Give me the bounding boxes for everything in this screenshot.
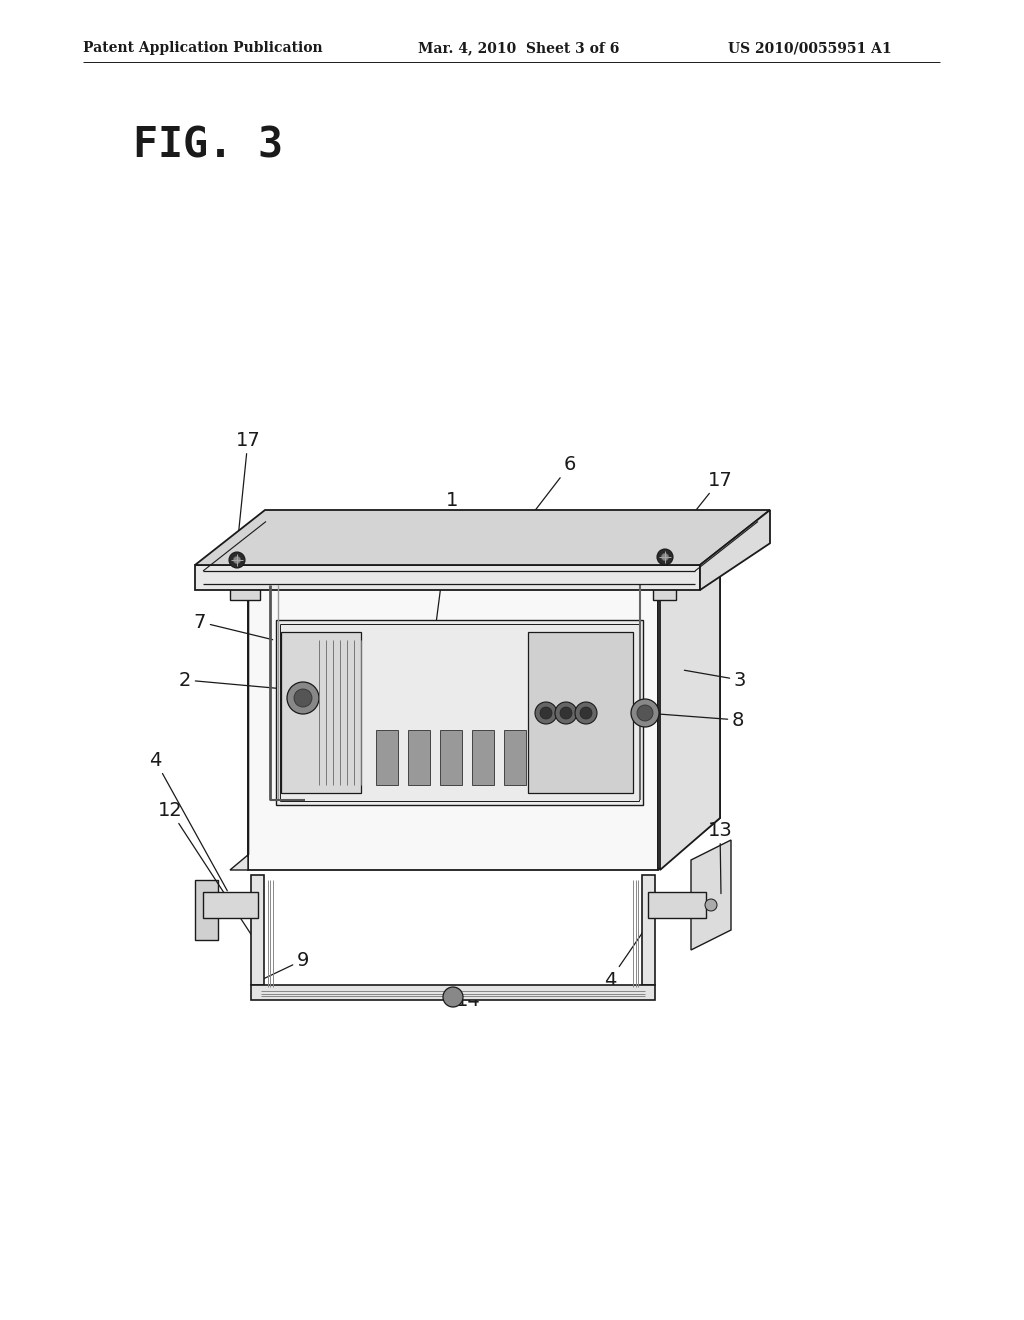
Circle shape: [229, 552, 245, 568]
Circle shape: [662, 553, 669, 561]
Polygon shape: [276, 620, 643, 805]
Polygon shape: [653, 572, 676, 601]
Circle shape: [657, 549, 673, 565]
Circle shape: [555, 702, 577, 723]
Polygon shape: [408, 730, 430, 785]
Polygon shape: [700, 510, 770, 590]
Polygon shape: [658, 528, 720, 870]
Polygon shape: [203, 892, 258, 917]
Polygon shape: [195, 880, 218, 940]
Circle shape: [580, 708, 592, 719]
Polygon shape: [528, 632, 633, 793]
Circle shape: [560, 708, 572, 719]
Polygon shape: [195, 565, 700, 590]
Text: 8: 8: [646, 710, 744, 730]
Polygon shape: [230, 565, 249, 870]
Polygon shape: [504, 730, 526, 785]
Polygon shape: [195, 510, 770, 565]
Circle shape: [637, 705, 653, 721]
Polygon shape: [660, 528, 720, 870]
Text: 13: 13: [708, 821, 732, 894]
Text: Mar. 4, 2010  Sheet 3 of 6: Mar. 4, 2010 Sheet 3 of 6: [418, 41, 620, 55]
Polygon shape: [472, 730, 494, 785]
Circle shape: [233, 557, 241, 564]
Text: 7: 7: [194, 612, 272, 640]
Circle shape: [443, 987, 463, 1007]
Text: 14: 14: [455, 990, 480, 1010]
Circle shape: [705, 899, 717, 911]
Text: Patent Application Publication: Patent Application Publication: [83, 41, 323, 55]
Text: 6: 6: [521, 455, 577, 529]
Circle shape: [294, 689, 312, 708]
Text: 9: 9: [262, 950, 309, 979]
Text: 2: 2: [179, 671, 295, 690]
Polygon shape: [691, 840, 731, 950]
Text: US 2010/0055951 A1: US 2010/0055951 A1: [728, 41, 892, 55]
Polygon shape: [376, 730, 398, 785]
Text: 4: 4: [148, 751, 227, 891]
Polygon shape: [251, 985, 655, 1001]
Polygon shape: [230, 572, 260, 601]
Text: 17: 17: [666, 470, 732, 548]
Polygon shape: [642, 875, 655, 985]
Polygon shape: [281, 632, 361, 793]
Polygon shape: [440, 730, 462, 785]
Polygon shape: [248, 579, 658, 870]
Polygon shape: [648, 892, 706, 917]
Text: 17: 17: [236, 430, 260, 546]
Polygon shape: [251, 875, 264, 985]
Circle shape: [575, 702, 597, 723]
Circle shape: [540, 708, 552, 719]
Polygon shape: [248, 528, 720, 579]
Circle shape: [287, 682, 319, 714]
Text: 3: 3: [684, 671, 746, 689]
Text: FIG. 3: FIG. 3: [133, 124, 283, 166]
Circle shape: [631, 700, 659, 727]
Text: 12: 12: [158, 800, 257, 944]
Text: 4: 4: [604, 911, 657, 990]
Text: 1: 1: [430, 491, 458, 669]
Circle shape: [535, 702, 557, 723]
